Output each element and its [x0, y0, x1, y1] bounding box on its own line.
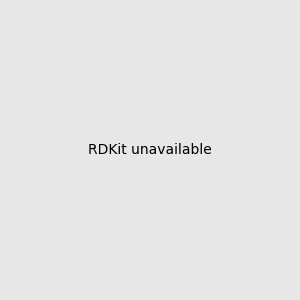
Text: RDKit unavailable: RDKit unavailable: [88, 143, 212, 157]
